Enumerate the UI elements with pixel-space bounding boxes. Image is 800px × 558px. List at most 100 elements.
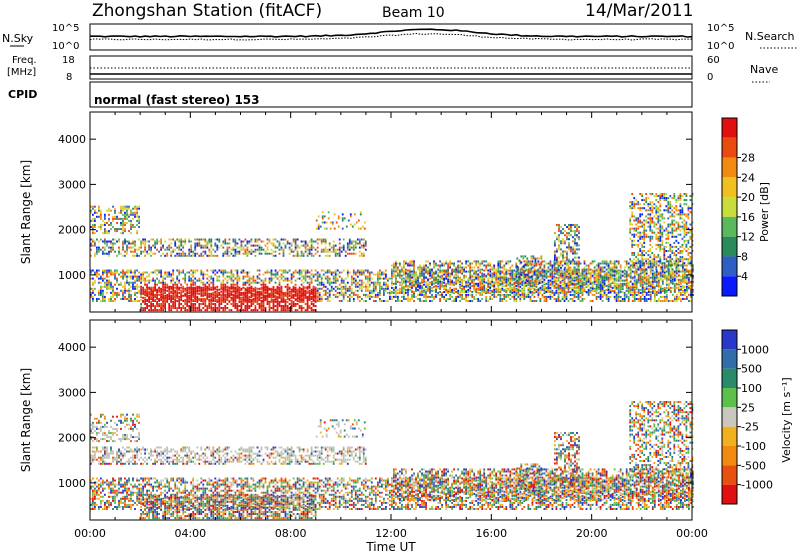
heatmap-cell <box>441 263 443 265</box>
heatmap-cell <box>152 278 154 280</box>
heatmap-cell <box>509 291 511 293</box>
heatmap-cell <box>257 282 259 284</box>
heatmap-cell <box>465 291 467 293</box>
heatmap-cell <box>148 276 150 278</box>
heatmap-cell <box>315 280 317 282</box>
heatmap-cell <box>182 278 184 280</box>
heatmap-cell <box>435 289 437 291</box>
heatmap-cell <box>383 274 385 276</box>
heatmap-cell <box>116 241 118 243</box>
heatmap-cell <box>174 241 176 243</box>
heatmap-cell <box>435 287 437 289</box>
heatmap-cell <box>331 251 333 253</box>
heatmap-cell <box>293 272 295 274</box>
heatmap-cell <box>212 255 214 257</box>
heatmap-cell <box>459 267 461 269</box>
heatmap-cell <box>299 287 301 289</box>
heatmap-cell <box>162 278 164 280</box>
heatmap-cell <box>198 239 200 241</box>
heatmap-cell <box>188 309 190 311</box>
heatmap-cell <box>100 288 102 290</box>
heatmap-cell <box>116 282 118 284</box>
heatmap-cell <box>455 267 457 269</box>
heatmap-cell <box>343 286 345 288</box>
heatmap-cell <box>646 298 648 300</box>
heatmap-cell <box>566 294 568 296</box>
heatmap-cell <box>313 303 315 305</box>
heatmap-cell <box>325 241 327 243</box>
heatmap-cell <box>419 271 421 273</box>
cpid-mode: normal (fast stereo) 153 <box>94 93 260 107</box>
heatmap-cell <box>546 273 548 275</box>
heatmap-cell <box>261 293 263 295</box>
heatmap-cell <box>548 276 550 278</box>
heatmap-cell <box>409 289 411 291</box>
heatmap-cell <box>397 296 399 298</box>
heatmap-cell <box>530 287 532 289</box>
heatmap-cell <box>489 265 491 267</box>
heatmap-cell <box>451 284 453 286</box>
heatmap-cell <box>403 289 405 291</box>
heatmap-cell <box>140 305 142 307</box>
heatmap-cell <box>134 274 136 276</box>
heatmap-cell <box>449 279 451 281</box>
heatmap-cell <box>120 224 122 226</box>
heatmap-cell <box>560 281 562 283</box>
heatmap-cell <box>220 245 222 247</box>
heatmap-cell <box>94 232 96 234</box>
heatmap-cell <box>578 298 580 300</box>
heatmap-cell <box>174 282 176 284</box>
heatmap-cell <box>210 243 212 245</box>
heatmap-cell <box>361 288 363 290</box>
heatmap-cell <box>235 307 237 309</box>
heatmap-cell <box>317 247 319 249</box>
heatmap-cell <box>208 284 210 286</box>
heatmap-cell <box>255 301 257 303</box>
heatmap-cell <box>110 282 112 284</box>
heatmap-cell <box>505 291 507 293</box>
heatmap-cell <box>634 300 636 302</box>
heatmap-cell <box>307 270 309 272</box>
heatmap-cell <box>345 284 347 286</box>
heatmap-cell <box>313 291 315 293</box>
heatmap-cell <box>459 277 461 279</box>
heatmap-cell <box>291 295 293 297</box>
heatmap-cell <box>449 283 451 285</box>
heatmap-cell <box>505 281 507 283</box>
heatmap-cell <box>247 299 249 301</box>
heatmap-cell <box>505 277 507 279</box>
heatmap-cell <box>188 278 190 280</box>
heatmap-cell <box>481 283 483 285</box>
heatmap-cell <box>493 291 495 293</box>
heatmap-cell <box>634 294 636 296</box>
heatmap-cell <box>212 280 214 282</box>
heatmap-cell <box>128 216 130 218</box>
heatmap-cell <box>128 288 130 290</box>
heatmap-cell <box>122 224 124 226</box>
heatmap-cell <box>114 228 116 230</box>
heatmap-cell <box>339 247 341 249</box>
heatmap-cell <box>495 283 497 285</box>
heatmap-cell <box>570 283 572 285</box>
heatmap-cell <box>489 269 491 271</box>
heatmap-cell <box>397 281 399 283</box>
heatmap-cell <box>339 300 341 302</box>
heatmap-cell <box>367 282 369 284</box>
heatmap-cell <box>126 276 128 278</box>
heatmap-cell <box>511 289 513 291</box>
heatmap-cell <box>176 284 178 286</box>
heatmap-cell <box>303 255 305 257</box>
heatmap-cell <box>321 276 323 278</box>
heatmap-cell <box>574 280 576 282</box>
heatmap-cell <box>208 299 210 301</box>
heatmap-cell <box>367 294 369 296</box>
heatmap-cell <box>134 282 136 284</box>
heatmap-cell <box>98 298 100 300</box>
heatmap-cell <box>150 297 152 299</box>
heatmap-cell <box>411 280 413 282</box>
heatmap-cell <box>479 269 481 271</box>
heatmap-cell <box>174 295 176 297</box>
heatmap-cell <box>126 206 128 208</box>
heatmap-cell <box>283 255 285 257</box>
heatmap-cell <box>656 300 658 302</box>
